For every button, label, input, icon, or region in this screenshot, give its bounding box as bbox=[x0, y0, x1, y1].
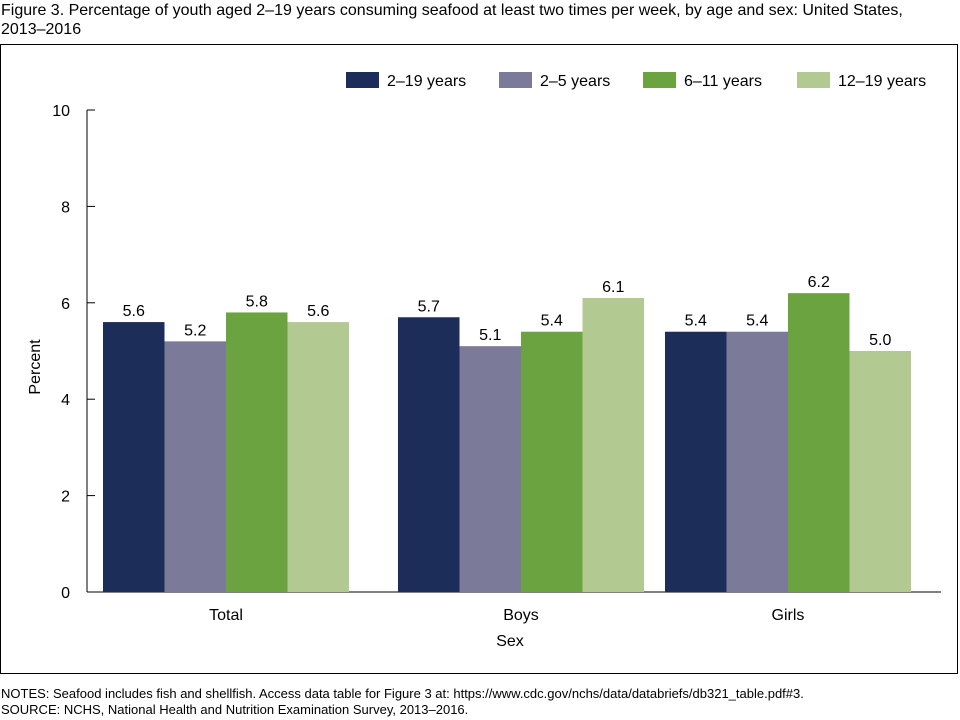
data-label: 5.2 bbox=[184, 322, 206, 339]
x-axis: Total Boys Girls bbox=[87, 591, 941, 624]
data-label: 5.6 bbox=[123, 303, 145, 320]
data-label: 5.0 bbox=[869, 332, 891, 349]
data-label: 5.4 bbox=[541, 313, 563, 330]
data-label: 5.1 bbox=[479, 327, 501, 344]
bar bbox=[726, 331, 788, 592]
legend-label: 2–5 years bbox=[540, 73, 610, 90]
legend-swatch bbox=[643, 72, 676, 88]
y-tick-label: 2 bbox=[61, 489, 70, 506]
data-label: 5.6 bbox=[307, 303, 329, 320]
legend-swatch bbox=[797, 72, 830, 88]
bar bbox=[287, 322, 349, 592]
y-axis: 0 2 4 6 8 10 bbox=[52, 103, 95, 602]
data-label: 5.8 bbox=[246, 293, 268, 310]
legend-label: 2–19 years bbox=[387, 73, 466, 90]
chart-frame: 2–19 years 2–5 years 6–11 years 12–19 years… bbox=[0, 44, 958, 674]
data-label: 6.1 bbox=[602, 279, 624, 296]
data-label: 5.4 bbox=[685, 313, 707, 330]
source-text: SOURCE: NCHS, National Health and Nutrit… bbox=[1, 702, 469, 717]
bar bbox=[398, 317, 460, 592]
x-axis-title: Sex bbox=[496, 633, 524, 650]
notes: NOTES: Seafood includes fish and shellfi… bbox=[1, 686, 956, 718]
y-tick-label: 0 bbox=[61, 585, 70, 602]
figure-title: Figure 3. Percentage of youth aged 2–19 … bbox=[1, 2, 903, 38]
bar bbox=[164, 341, 226, 592]
x-tick-label: Girls bbox=[772, 607, 805, 624]
legend-swatch bbox=[499, 72, 532, 88]
bar bbox=[582, 297, 644, 592]
data-label: 5.4 bbox=[746, 313, 768, 330]
bar bbox=[521, 331, 583, 592]
legend-swatch bbox=[346, 72, 379, 88]
y-axis-title: Percent bbox=[27, 339, 44, 395]
bar-chart: 2–19 years 2–5 years 6–11 years 12–19 years… bbox=[27, 72, 941, 650]
notes-text: NOTES: Seafood includes fish and shellfi… bbox=[1, 686, 804, 701]
bar bbox=[849, 351, 911, 592]
bar bbox=[226, 312, 288, 592]
legend-label: 12–19 years bbox=[838, 73, 926, 90]
y-tick-label: 8 bbox=[61, 199, 70, 216]
bar bbox=[459, 346, 521, 592]
bars: 5.6 5.2 5.8 5.6 5.7 5.1 5.4 6.1 5.4 5.4 6.2 5.0 bbox=[103, 274, 911, 592]
bar bbox=[665, 331, 727, 592]
y-tick-label: 4 bbox=[61, 392, 70, 409]
x-tick-label: Total bbox=[209, 607, 243, 624]
x-tick-label: Boys bbox=[503, 607, 539, 624]
legend: 2–19 years 2–5 years 6–11 years 12–19 years bbox=[346, 72, 926, 90]
legend-label: 6–11 years bbox=[684, 73, 762, 90]
y-tick-label: 10 bbox=[52, 103, 70, 120]
bar bbox=[788, 293, 850, 592]
data-label: 5.7 bbox=[418, 298, 440, 315]
data-label: 6.2 bbox=[808, 274, 830, 291]
y-tick-label: 6 bbox=[61, 296, 70, 313]
bar bbox=[103, 322, 165, 592]
